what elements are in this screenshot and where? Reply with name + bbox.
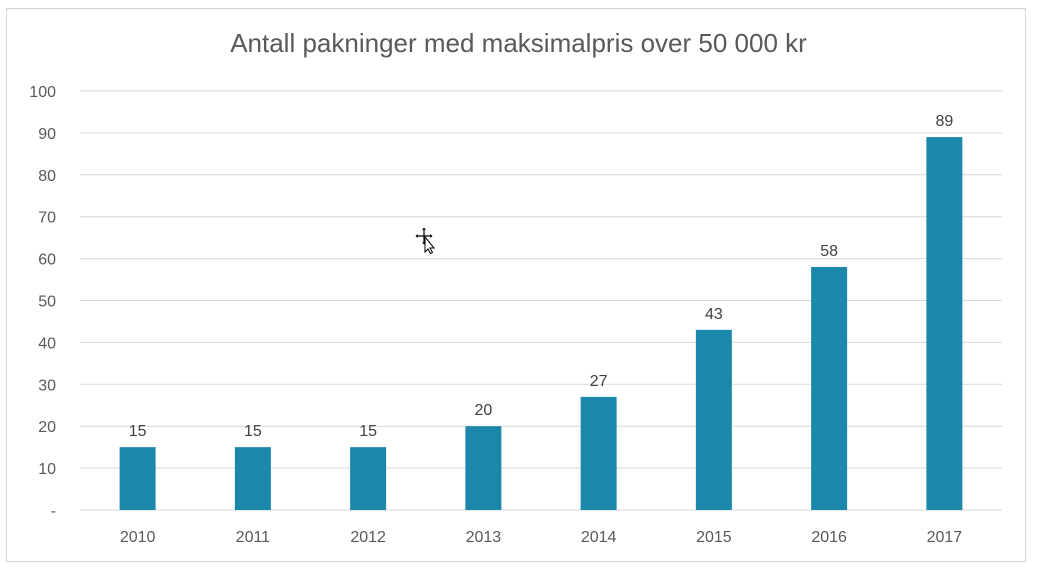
data-label-2015: 43	[705, 306, 723, 323]
x-tick-label-2016: 2016	[811, 529, 847, 546]
y-axis-ticks: - 10 20 30 40 50 60 70 80 90 100	[29, 84, 56, 520]
x-tick-label-2010: 2010	[120, 529, 156, 546]
chart-frame	[6, 8, 1026, 562]
y-tick-label: 10	[38, 461, 56, 478]
x-axis-ticks: 2010 2011 2012 2013 2014 2015 2016 2017	[120, 529, 962, 546]
data-label-2012: 15	[359, 423, 377, 440]
bars	[119, 137, 963, 510]
y-tick-label: 80	[38, 168, 56, 185]
data-label-2016: 58	[820, 243, 838, 260]
data-label-2010: 15	[129, 423, 147, 440]
y-tick-label: 50	[38, 294, 56, 311]
y-tick-label: 90	[38, 126, 56, 143]
y-tick-label: 20	[38, 419, 56, 436]
x-tick-label-2012: 2012	[350, 529, 386, 546]
x-tick-label-2013: 2013	[466, 529, 502, 546]
data-label-2014: 27	[590, 373, 608, 390]
bar-2015	[695, 329, 732, 510]
bar-2016	[811, 266, 848, 510]
bar-2017	[926, 137, 963, 510]
y-tick-label: -	[51, 503, 56, 520]
chart-title: Antall pakninger med maksimalpris over 5…	[230, 28, 807, 58]
y-tick-label: 70	[38, 210, 56, 227]
move-cursor-icon	[414, 226, 436, 254]
bar-2012	[350, 447, 387, 510]
bar-2014	[580, 396, 617, 510]
bar-2010	[119, 447, 156, 510]
x-tick-label-2017: 2017	[927, 529, 963, 546]
data-label-2013: 20	[474, 402, 492, 419]
y-tick-label: 30	[38, 377, 56, 394]
data-labels: 15 15 15 20 27 43 58 89	[129, 113, 954, 440]
y-tick-label: 40	[38, 335, 56, 352]
x-tick-label-2014: 2014	[581, 529, 617, 546]
bar-2011	[234, 447, 271, 510]
bar-2013	[465, 426, 502, 510]
y-tick-label: 100	[29, 84, 56, 101]
x-tick-label-2015: 2015	[696, 529, 732, 546]
data-label-2011: 15	[244, 423, 262, 440]
y-tick-label: 60	[38, 252, 56, 269]
data-label-2017: 89	[935, 113, 953, 130]
x-tick-label-2011: 2011	[236, 529, 271, 546]
gridlines	[80, 90, 1002, 511]
